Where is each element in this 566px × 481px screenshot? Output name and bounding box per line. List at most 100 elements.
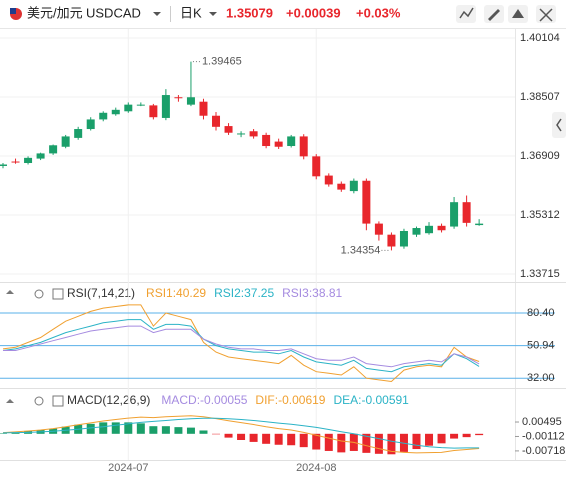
macd-bar: [312, 433, 321, 450]
style-icon: [512, 9, 524, 18]
candle-body: [262, 134, 271, 147]
level-label: 32.00: [527, 372, 555, 384]
macd-bar: [374, 433, 383, 454]
legend-entry: DEA:-0.00591: [333, 393, 409, 407]
candle-body: [299, 136, 308, 157]
candle-body: [24, 157, 33, 164]
candle-body: [99, 112, 108, 120]
candle-body: [86, 119, 95, 130]
panel-divider: [0, 460, 566, 461]
period-dropdown[interactable]: [209, 12, 217, 16]
candle-body: [224, 126, 233, 133]
y-tick-label: -0.00718: [522, 445, 565, 457]
y-tick-label: 1.33715: [520, 268, 560, 280]
macd-bar: [387, 433, 396, 455]
macd-bar: [274, 433, 283, 445]
macd-bar: [425, 433, 434, 446]
x-tick-label: 2024-07: [108, 462, 148, 474]
macd-bar: [362, 433, 371, 453]
candle-body: [161, 95, 170, 118]
macd-bar: [299, 433, 308, 448]
macd-bar: [462, 433, 471, 438]
macd-bar: [224, 433, 233, 438]
indicator-icon: [459, 7, 474, 19]
macd-bar: [212, 433, 221, 435]
candle-body: [287, 136, 296, 147]
candle-body: [312, 156, 321, 177]
legend-entry: RSI3:38.81: [282, 286, 342, 300]
settings-icon[interactable]: [34, 289, 44, 299]
candle-body: [437, 225, 446, 231]
candle-body: [412, 228, 421, 235]
price-change: +0.00039: [286, 5, 341, 20]
symbol[interactable]: USDCAD: [86, 5, 141, 20]
candle-body: [0, 164, 7, 166]
divider: [170, 6, 171, 22]
legend-entry: MACD:-0.00055: [161, 393, 247, 407]
macd-line: [2, 415, 480, 454]
settings-icon[interactable]: [34, 396, 44, 406]
candle-body: [362, 180, 371, 224]
macd-bar: [287, 433, 296, 446]
candle-body: [425, 225, 434, 234]
candle-body: [399, 230, 408, 247]
macd-bar: [262, 433, 271, 444]
rsi-line: [2, 304, 480, 383]
candle-body: [237, 133, 246, 135]
macd-bar: [99, 422, 108, 434]
macd-bar: [136, 423, 145, 434]
pair-name[interactable]: 美元/加元: [27, 5, 83, 20]
side-collapse-button[interactable]: [552, 112, 566, 138]
macd-bar: [111, 422, 120, 434]
candle-body: [61, 136, 70, 147]
collapse-icon[interactable]: [6, 399, 14, 403]
candle-body: [11, 161, 20, 163]
candle-body: [136, 104, 145, 106]
candle-body: [186, 97, 195, 105]
macd-bar: [249, 433, 258, 442]
draw-icon: [488, 9, 500, 21]
candle-body: [111, 109, 120, 115]
level-label: 50.94: [527, 340, 555, 352]
macd-bar: [149, 426, 158, 434]
macd-bar: [437, 433, 446, 444]
symbol-dropdown[interactable]: [153, 12, 161, 16]
last-price: 1.35079: [226, 5, 273, 20]
macd-title: MACD(12,26,9): [67, 393, 150, 407]
y-tick-label: 1.35312: [520, 209, 560, 221]
candle-body: [274, 141, 283, 147]
close-icon[interactable]: [52, 395, 64, 407]
macd-bar: [186, 427, 195, 434]
side-collapse-icon: [556, 118, 562, 132]
level-label: 80.40: [527, 307, 555, 319]
y-tick-label: 1.36909: [520, 150, 560, 162]
fullscreen-icon: [539, 8, 553, 22]
candle-body: [475, 223, 484, 226]
rsi-title: RSI(7,14,21): [67, 286, 135, 300]
legend-entry: DIF:-0.00619: [255, 393, 325, 407]
close-icon[interactable]: [52, 288, 64, 300]
period[interactable]: 日K: [180, 5, 202, 20]
candle-body: [74, 129, 83, 138]
macd-bar: [174, 427, 183, 434]
macd-bar: [324, 433, 333, 451]
macd-bar: [450, 433, 459, 439]
toolbar: [456, 5, 556, 23]
candle-body: [450, 202, 459, 227]
y-tick-label: 1.38507: [520, 91, 560, 103]
low-label: 1.34354: [341, 244, 381, 256]
candle-body: [49, 145, 58, 154]
macd-bar: [237, 433, 246, 440]
collapse-icon[interactable]: [6, 290, 14, 294]
candle-body: [337, 183, 346, 190]
panel-divider: [0, 282, 566, 283]
candle-body: [212, 115, 221, 127]
legend-entry: RSI1:40.29: [146, 286, 206, 300]
legend-entry: RSI2:37.25: [214, 286, 274, 300]
y-tick-label: -0.00112: [522, 430, 565, 442]
macd-bar: [475, 433, 484, 436]
candle-body: [324, 175, 333, 185]
macd-bar: [337, 433, 346, 453]
macd-bar: [161, 426, 170, 434]
